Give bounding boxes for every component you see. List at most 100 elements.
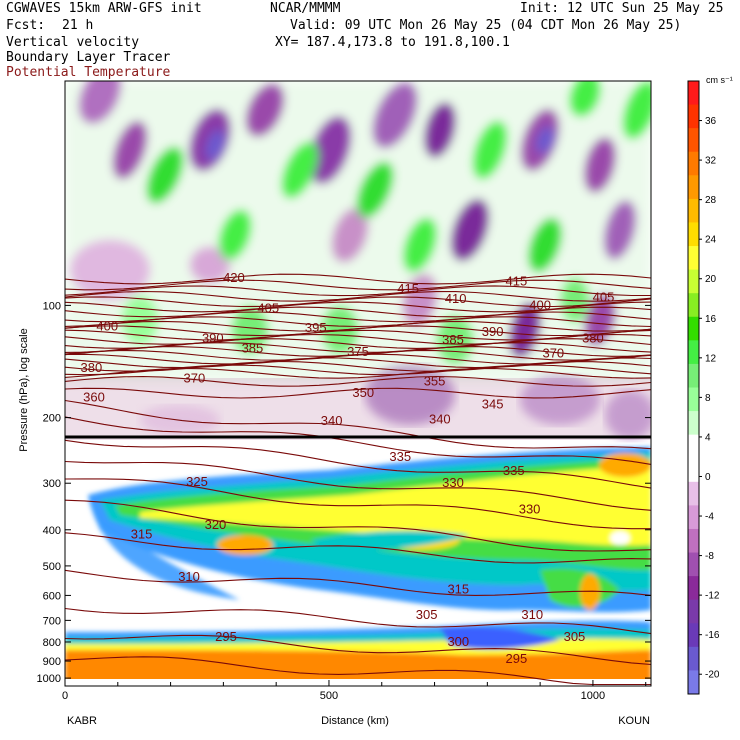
colorbar-tick-label: -8 xyxy=(705,551,714,562)
right-endpoint-label: KOUN xyxy=(618,715,650,727)
x-tick-label: 500 xyxy=(320,690,338,702)
field-vertical-velocity: Vertical velocity xyxy=(6,35,140,50)
potential-temperature-contours xyxy=(65,273,651,686)
colorbar-swatch xyxy=(688,505,699,530)
theta-label: 415 xyxy=(397,281,419,296)
theta-contour xyxy=(65,375,651,387)
theta-label: 295 xyxy=(215,629,237,644)
colorbar-swatch xyxy=(688,411,699,436)
theta-label: 335 xyxy=(389,449,411,464)
tropopause-band xyxy=(65,365,651,440)
theta-label: 375 xyxy=(347,344,369,359)
colorbar-swatch xyxy=(688,434,699,459)
theta-label: 380 xyxy=(81,360,103,375)
colorbar-tick-label: -20 xyxy=(705,670,720,681)
x-tick-label: 1000 xyxy=(581,690,605,702)
forecast-label: Fcst: xyxy=(6,18,46,33)
theta-label: 340 xyxy=(321,413,343,428)
theta-label: 390 xyxy=(202,331,224,346)
theta-label: 330 xyxy=(442,475,464,490)
theta-label: 335 xyxy=(503,463,525,478)
colorbar-swatch xyxy=(688,481,699,506)
y-tick-label: 1000 xyxy=(37,673,61,685)
theta-contour xyxy=(65,478,651,530)
theta-contour xyxy=(65,316,651,328)
y-tick-label: 500 xyxy=(43,561,61,573)
theta-contour xyxy=(65,279,651,291)
theta-contour xyxy=(65,342,651,353)
theta-label: 370 xyxy=(183,370,205,385)
colorbar-tick-label: 20 xyxy=(705,274,717,285)
colorbar-tick-label: 4 xyxy=(705,432,711,443)
theta-contour xyxy=(65,306,651,318)
colorbar-swatch xyxy=(688,623,699,648)
theta-contour xyxy=(65,360,651,372)
theta-contour xyxy=(65,532,651,564)
theta-contour xyxy=(65,416,651,465)
theta-label: 320 xyxy=(205,517,227,532)
theta-label: 340 xyxy=(429,411,451,426)
theta-label: 305 xyxy=(416,607,438,622)
theta-label: 420 xyxy=(223,270,245,285)
theta-contour xyxy=(65,439,651,489)
colorbar-swatch xyxy=(688,528,699,554)
theta-label: 350 xyxy=(352,385,374,400)
theta-label: 380 xyxy=(582,331,604,346)
theta-label: 325 xyxy=(186,474,208,489)
colorbar-tick-label: 28 xyxy=(705,195,717,206)
x-axis-label: Distance (km) xyxy=(321,715,389,727)
colorbar-swatch xyxy=(688,269,699,294)
colorbar-swatch xyxy=(688,81,699,106)
colorbar-swatch xyxy=(688,222,699,247)
theta-contour xyxy=(65,499,651,552)
plot-area: 420 415 415 410 405 405 400 400 395 390 390 385 385 3… xyxy=(65,81,651,686)
theta-contour xyxy=(65,333,651,345)
colorbar-swatch xyxy=(688,246,699,271)
colorbar-swatch xyxy=(688,670,699,695)
y-tick-label: 400 xyxy=(43,525,61,537)
theta-label: 390 xyxy=(482,324,504,339)
colorbar-swatch xyxy=(688,175,699,200)
colorbar-swatch xyxy=(688,552,699,577)
valid-time: Valid: 09 UTC Mon 26 May 25 (04 CDT Mon … xyxy=(290,18,682,33)
field-potential-temperature: Potential Temperature xyxy=(6,65,171,80)
colorbar-swatch xyxy=(688,458,699,483)
theta-contour xyxy=(65,285,651,297)
forecast-hour: 21 h xyxy=(62,18,94,33)
y-tick-label: 600 xyxy=(43,590,61,602)
colorbar-tick-label: -12 xyxy=(705,591,720,602)
theta-label: 355 xyxy=(424,373,446,388)
theta-contour xyxy=(65,367,651,379)
theta-label: 415 xyxy=(506,274,528,289)
colorbar-swatch xyxy=(688,646,699,671)
init-time: Init: 12 UTC Sun 25 May 25 xyxy=(520,1,724,16)
theta-contour xyxy=(65,656,651,686)
org-label: NCAR/MMMM xyxy=(270,1,341,16)
theta-label: 410 xyxy=(445,291,467,306)
colorbar-tick-label: 24 xyxy=(705,235,717,246)
theta-label: 310 xyxy=(521,607,543,622)
y-tick-label: 700 xyxy=(43,615,61,627)
colorbar-swatch xyxy=(688,340,699,365)
y-tick-label: 900 xyxy=(43,656,61,668)
theta-contour xyxy=(65,296,651,308)
colorbar-tick-label: -4 xyxy=(705,512,714,523)
colorbar-swatch xyxy=(688,387,699,412)
colorbar-tick-label: 0 xyxy=(705,472,711,483)
theta-label: 385 xyxy=(442,332,464,347)
below-ground-strip xyxy=(65,679,651,686)
y-axis-ticks: 100 200 300 400 500 600 700 800 900 1000 xyxy=(37,300,651,685)
colorbar-tick-label: -16 xyxy=(705,630,720,641)
colorbar-swatch xyxy=(688,104,699,129)
theta-contour xyxy=(65,569,651,596)
potential-temperature-labels: 420 415 415 410 405 405 400 400 395 390 390 385 385 3… xyxy=(81,270,615,666)
x-axis-ticks: 0 500 1000 xyxy=(62,680,647,702)
theta-contour xyxy=(65,634,651,666)
y-tick-label: 100 xyxy=(43,300,61,312)
colorbar-swatch xyxy=(688,128,699,153)
boundary-layer-tracer-plume xyxy=(88,447,651,613)
theta-label: 295 xyxy=(506,651,528,666)
colorbar-swatch xyxy=(688,576,699,601)
colorbar-swatch xyxy=(688,151,699,176)
downdraft-cells xyxy=(70,81,636,358)
